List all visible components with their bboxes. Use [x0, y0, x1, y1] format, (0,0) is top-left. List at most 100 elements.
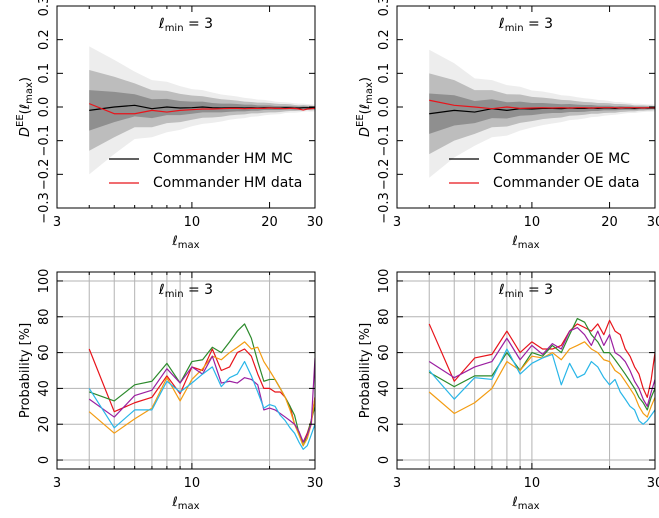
series-line-5: [88, 360, 315, 450]
y-axis-label: Probability [%]: [18, 323, 33, 418]
annotation: ℓmin = 3: [498, 282, 553, 300]
x-tick-label: 30: [307, 215, 324, 230]
x-tick-label: 3: [393, 476, 401, 491]
series-line-1: [89, 104, 315, 111]
x-tick-label: 3: [53, 215, 61, 230]
y-tick-label: 20: [37, 416, 52, 433]
y-tick-label: −0.1: [37, 125, 52, 157]
y-tick-label: 0: [37, 456, 52, 464]
y-tick-label: 40: [377, 380, 392, 397]
band-inner: [429, 93, 655, 134]
y-tick-label: 40: [37, 380, 52, 397]
annotation-sub: min: [505, 289, 524, 300]
legend-label: Commander OE MC: [493, 151, 630, 167]
x-tick-label: 10: [184, 215, 201, 230]
y-label-close: ): [358, 77, 373, 82]
y-label-sup: EE: [355, 114, 366, 127]
y-tick-label: 80: [37, 308, 52, 325]
y-tick-label: 80: [377, 308, 392, 325]
x-tick-label: 10: [524, 215, 541, 230]
annotation-ell: ℓ: [498, 282, 505, 298]
y-tick-label: 0.3: [37, 0, 52, 16]
x-axis-label-symbol: ℓ: [171, 234, 177, 249]
x-tick-label: 30: [647, 476, 659, 491]
y-label-ell: ℓ: [18, 104, 33, 110]
annotation-rest: = 3: [524, 16, 554, 32]
y-tick-label: 60: [377, 344, 392, 361]
x-axis-label: ℓmax: [511, 495, 539, 512]
y-label-sub: max: [24, 82, 35, 104]
series-line-1: [428, 319, 655, 398]
x-tick-label: 20: [261, 215, 278, 230]
plot-area: [89, 46, 315, 175]
y-axis-label: DEE(ℓmax): [15, 77, 35, 137]
y-tick-label: 100: [377, 269, 392, 294]
axes-frame: [396, 271, 656, 470]
y-label-main: D: [18, 127, 33, 137]
annotation: ℓmin = 3: [158, 282, 213, 300]
legend-label: Commander HM MC: [153, 151, 293, 167]
x-axis-label-sub: max: [518, 501, 540, 512]
annotation-rest: = 3: [524, 282, 554, 298]
annotation-ell: ℓ: [498, 16, 505, 32]
x-axis-label-symbol: ℓ: [511, 234, 517, 249]
series-line-2: [89, 103, 315, 115]
y-tick-label: 0.0: [377, 97, 392, 118]
y-tick-label: 0.2: [37, 29, 52, 50]
x-axis-label-sub: max: [178, 501, 200, 512]
band-inner: [89, 90, 315, 131]
x-tick-label: 3: [53, 476, 61, 491]
x-axis-label-sub: max: [178, 240, 200, 251]
annotation-sub: min: [505, 23, 524, 34]
panel-top-right: 3102030−0.3−0.2−0.10.00.10.20.3ℓmaxDEE(ℓ…: [355, 0, 659, 251]
series-line-5: [428, 348, 655, 425]
legend: Commander HM MC Commander HM data: [109, 151, 302, 191]
annotation-sub: min: [165, 23, 184, 34]
y-tick-label: 60: [37, 344, 52, 361]
y-tick-label: −0.1: [377, 125, 392, 157]
y-label-ell: ℓ: [358, 104, 373, 110]
series-line-2: [89, 323, 315, 447]
y-tick-label: −0.3: [37, 192, 52, 224]
annotation: ℓmin = 3: [158, 16, 213, 34]
y-tick-label: −0.3: [377, 192, 392, 224]
series-line-4: [428, 326, 655, 407]
series-line-4: [88, 355, 315, 443]
y-tick-label: 0.1: [37, 63, 52, 84]
x-axis-label: ℓmax: [171, 495, 199, 512]
y-tick-label: 100: [37, 269, 52, 294]
annotation-ell: ℓ: [158, 282, 165, 298]
y-label-open: (: [358, 109, 373, 114]
annotation-sub: min: [165, 289, 184, 300]
annotation-rest: = 3: [184, 16, 214, 32]
y-tick-label: −0.2: [377, 159, 392, 191]
y-tick-label: 0.1: [377, 63, 392, 84]
x-axis-label-sub: max: [518, 240, 540, 251]
panel-top-left: 3 10 20 30−0.3−0.2−0.10.00.10.20.3ℓmaxDEE(ℓ…: [15, 0, 323, 251]
x-axis-label-symbol: ℓ: [171, 495, 177, 510]
plot-area: [397, 272, 655, 469]
legend-label: Commander HM data: [153, 175, 302, 191]
y-label-main: D: [358, 127, 373, 137]
series-line-1: [88, 348, 315, 443]
x-tick-label: 30: [307, 476, 324, 491]
y-tick-label: −0.2: [37, 159, 52, 191]
plot-area: [57, 272, 315, 469]
annotation: ℓmin = 3: [498, 16, 553, 34]
y-tick-label: 0.3: [377, 0, 392, 16]
x-tick-label: 3: [393, 215, 401, 230]
y-axis-label: DEE(ℓmax): [355, 77, 375, 137]
y-label-sup: EE: [15, 114, 26, 127]
legend: Commander OE MC Commander OE data: [449, 151, 640, 191]
x-tick-label: 20: [601, 215, 618, 230]
x-tick-label: 10: [524, 476, 541, 491]
x-tick-label: 30: [647, 215, 659, 230]
y-label-open: (: [18, 109, 33, 114]
series-line-2: [428, 317, 655, 411]
x-tick-label: 10: [184, 476, 201, 491]
y-tick-label: 0.0: [37, 97, 52, 118]
y-tick-label: 0.2: [377, 29, 392, 50]
legend-label: Commander OE data: [493, 175, 640, 191]
y-tick-label: 20: [377, 416, 392, 433]
